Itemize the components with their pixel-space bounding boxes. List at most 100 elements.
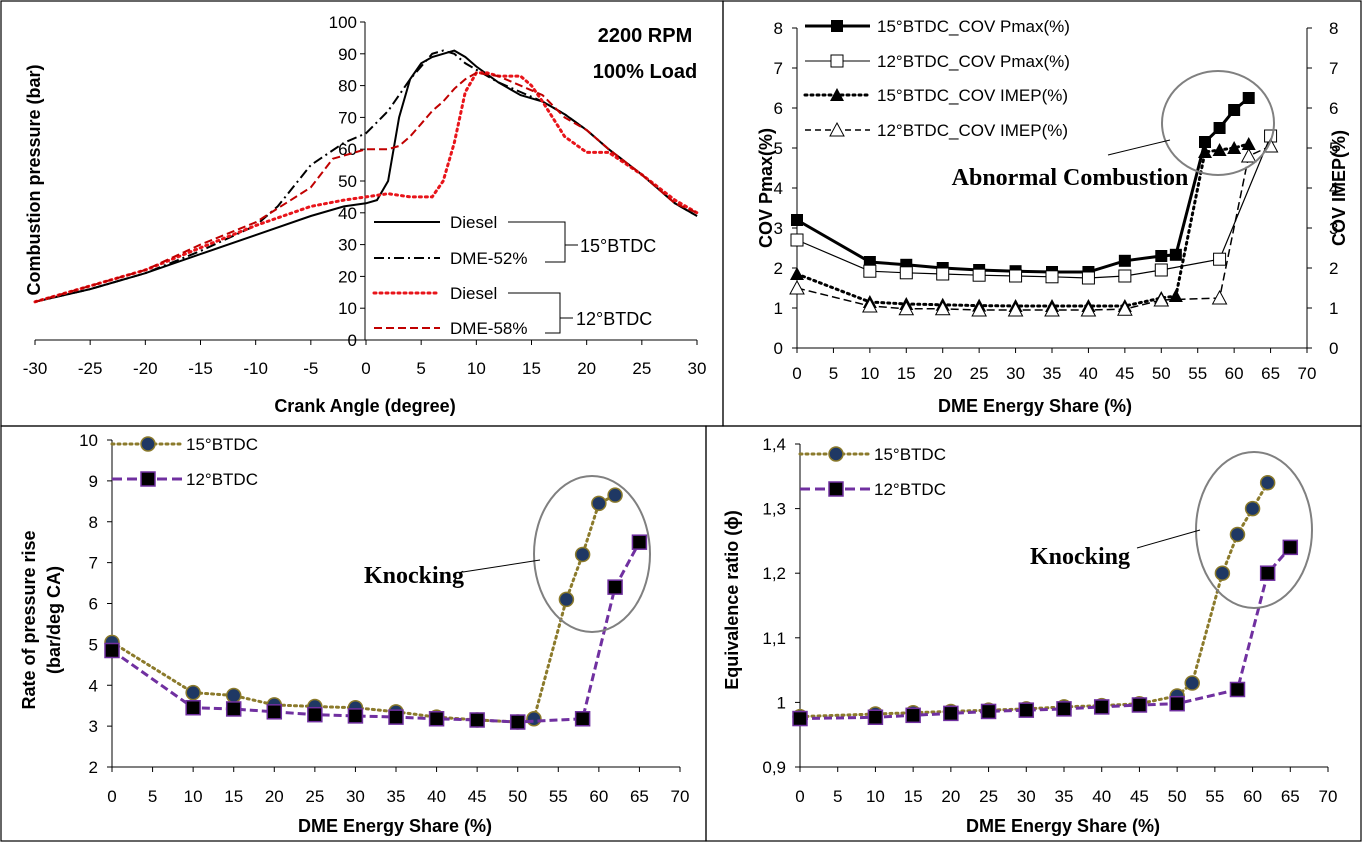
pressure-x-tick-label: 15 [522,359,541,378]
rpr-x-tick-label: 65 [630,787,649,806]
bracket-12btdc [508,292,573,334]
cov-y2-tick-label: 2 [1329,259,1338,278]
equiv-point [1229,526,1246,543]
cov-y2-tick-label: 7 [1329,59,1338,78]
cov-x-tick-label: 10 [860,364,879,383]
pressure-y-tick-label: 50 [338,172,357,191]
rpr-point [574,546,591,563]
rpr-x-tick-label: 35 [387,787,406,806]
legend-label-dme58: DME-58% [450,319,527,338]
cov-x-tick-label: 40 [1079,364,1098,383]
cov-x-axis-title: DME Energy Share (%) [938,396,1132,416]
pressure-series-line-0 [34,49,698,303]
equiv-y-tick-label: 1,3 [762,500,786,519]
rpr-point [428,711,445,727]
cov-point [1007,301,1024,317]
cov-y-axis-title: COV Pmax(%) [756,128,776,248]
cov-point [899,266,913,280]
cov-legend-marker-2 [830,54,844,68]
rpr-x-tick-label: 30 [346,787,365,806]
rpr-point [607,487,623,503]
rpr-point [631,534,648,550]
cov-abnormal-ellipse [1161,70,1275,176]
equiv-point [1214,565,1231,581]
cov-y2-tick-label: 0 [1329,339,1338,358]
cov-point [1009,269,1023,283]
equiv-y-tick-label: 1,4 [762,435,786,454]
equiv-point [980,703,997,720]
rpr-x-axis-title: DME Energy Share (%) [298,816,492,836]
equiv-chart-series [792,475,1299,727]
rpr-point [607,579,623,595]
cov-y-tick-label: 2 [774,259,783,278]
equiv-point [905,707,921,724]
rpr-knocking-ellipse [533,475,651,633]
rpr-legend-label-1: 15°BTDC [186,435,258,454]
rpr-annotation-leader [462,559,541,573]
cov-point [1117,301,1133,316]
cov-y-tick-label: 1 [774,299,783,318]
cov-point [1118,254,1131,267]
rpr-y-tick-label: 5 [89,635,98,654]
equiv-chart-axes: 0 5 10 15 20 25 30 35 40 45 50 55 60 65 70 0,9 1 1,1 1,2 1,… [762,435,1337,806]
rpr-chart-series [104,487,648,730]
cov-point [1154,263,1168,277]
cov-point [971,301,987,317]
cov-point [1242,92,1255,104]
rpr-y-tick-label: 8 [89,513,98,532]
bracket-label-15btdc: 15°BTDC [580,236,656,256]
cov-x-tick-label: 45 [1115,364,1134,383]
pressure-series-line-1 [34,49,698,303]
equiv-x-tick-label: 65 [1281,787,1300,806]
pressure-x-tick-label: 10 [467,359,486,378]
equiv-legend: 15°BTDC 12°BTDC [798,445,946,499]
cov-y-tick-label: 8 [774,19,783,38]
pressure-y-tick-label: 80 [338,77,357,96]
rpr-x-tick-label: 45 [468,787,487,806]
equiv-x-tick-label: 5 [833,787,842,806]
cov-point [791,214,803,226]
pressure-y-tick-label: 70 [338,108,357,127]
rpr-y-axis-title-line1: Rate of pressure rise [19,530,39,709]
equiv-point [1244,500,1261,517]
cov-y2-tick-label: 5 [1329,139,1338,158]
cov-point [1213,122,1226,134]
rpr-point [574,711,591,727]
pressure-x-tick-label: 0 [361,359,370,378]
equiv-point [867,709,884,726]
legend-label-diesel-12: Diesel [450,284,497,303]
rpr-point [558,591,575,608]
rpr-point [104,642,120,659]
rpr-y-tick-label: 4 [89,676,98,695]
cov-point [790,233,804,247]
cov-annotation-leader [1107,139,1171,156]
equiv-point [1093,699,1110,715]
pressure-y-tick-label: 60 [338,140,357,159]
cov-point [934,300,951,316]
rpr-point [526,711,542,727]
equiv-point [1282,539,1299,556]
equiv-x-tick-label: 55 [1205,787,1224,806]
equiv-y-tick-label: 1,1 [762,629,786,648]
cov-x-tick-label: 60 [1225,364,1244,383]
cov-y2-axis-title: COV IMEP(%) [1329,130,1349,246]
cov-y-tick-label: 0 [774,339,783,358]
cov-point [972,268,986,282]
equiv-y-tick-label: 0,9 [762,758,786,777]
cov-point [1044,301,1060,317]
cov-x-tick-label: 5 [829,364,838,383]
cov-legend-label-1: 15°BTDC_COV Pmax(%) [877,17,1070,36]
cov-y2-tick-label: 3 [1329,219,1338,238]
equiv-y-tick-label: 1,2 [762,564,786,583]
cov-annotation-label: Abnormal Combustion [952,165,1189,191]
pressure-series-line-3 [34,71,698,303]
equiv-point [1169,695,1185,712]
pressure-x-tick-label: -5 [303,359,318,378]
pressure-x-tick-label: 30 [688,359,707,378]
pressure-y-tick-label: 40 [338,204,357,223]
rpr-point [509,714,526,730]
cov-legend-label-2: 12°BTDC_COV Pmax(%) [877,52,1070,71]
cov-x-tick-label: 70 [1298,364,1317,383]
rpr-point [347,708,364,724]
cov-point [1213,252,1227,266]
